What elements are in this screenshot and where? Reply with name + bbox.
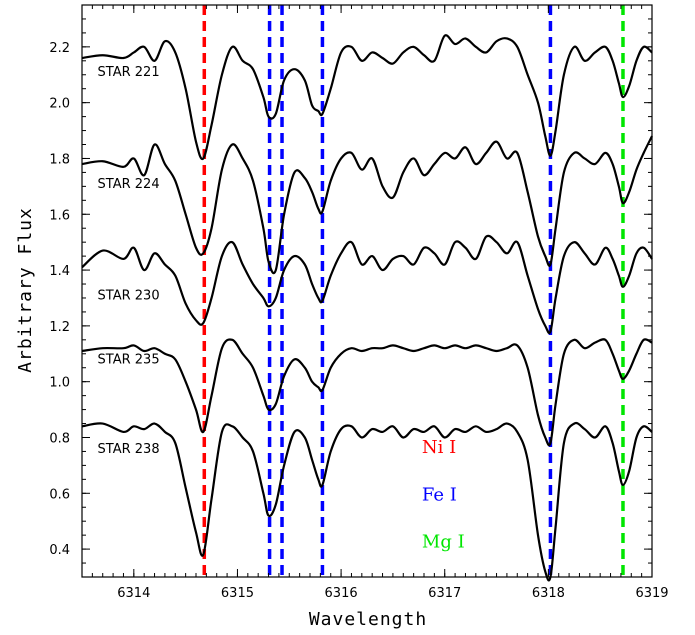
y-tick-label: 2.0 <box>49 97 70 112</box>
x-tick-label: 6314 <box>117 586 150 601</box>
y-tick-label: 2.2 <box>49 41 70 56</box>
y-tick-label: 0.4 <box>49 543 70 558</box>
series-label-star-224: STAR 224 <box>98 177 160 192</box>
x-tick-label: 6316 <box>325 586 358 601</box>
series-labels: STAR 221 STAR 224 STAR 230 STAR 235 STAR 238 <box>98 65 160 457</box>
series-line-star-238 <box>81 421 653 582</box>
y-tick-label: 1.6 <box>49 208 70 223</box>
series-label-star-235: STAR 235 <box>98 353 160 368</box>
y-tick-label: 0.8 <box>49 431 70 446</box>
series-label-star-238: STAR 238 <box>98 442 160 457</box>
legend-label-2: Mg I <box>422 532 465 553</box>
y-tick-label: 1.2 <box>49 320 70 335</box>
series-line-star-235 <box>81 338 653 447</box>
y-tick-label: 0.6 <box>49 487 70 502</box>
plot-frame <box>81 4 653 578</box>
x-tick-label: 6319 <box>635 586 668 601</box>
line-legend: Ni I Fe I Mg I <box>422 437 465 553</box>
y-tick-label: 1.0 <box>49 376 70 391</box>
series-label-star-230: STAR 230 <box>98 288 160 303</box>
y-axis-title: Arbitrary Flux <box>15 207 36 373</box>
series-line-star-230 <box>81 234 653 335</box>
x-tick-label: 6318 <box>532 586 565 601</box>
x-tick-label: 6317 <box>428 586 461 601</box>
spectra-series <box>81 34 653 582</box>
series-line-star-224 <box>81 135 653 275</box>
y-tick-label: 1.8 <box>49 152 70 167</box>
y-tick-label: 1.4 <box>49 264 70 279</box>
x-axis-title: Wavelength <box>309 609 427 630</box>
x-tick-label: 6315 <box>221 586 254 601</box>
series-label-star-221: STAR 221 <box>98 65 160 80</box>
legend-label-0: Ni I <box>422 437 456 458</box>
legend-label-1: Fe I <box>422 484 457 505</box>
series-line-star-221 <box>81 34 653 161</box>
